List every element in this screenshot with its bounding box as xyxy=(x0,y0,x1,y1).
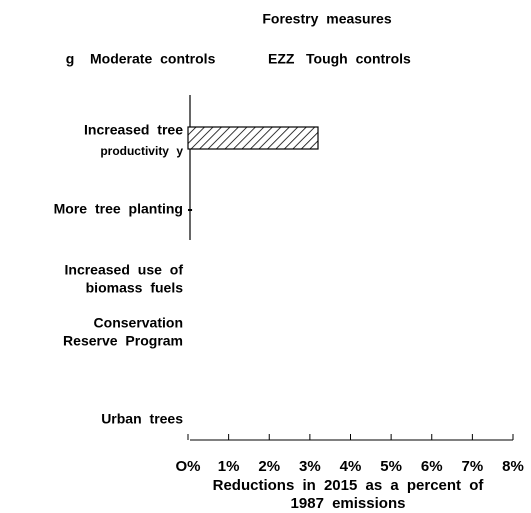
bar xyxy=(188,209,193,211)
x-axis-label: Reductions in 2015 as a percent of xyxy=(213,477,485,494)
category-label: Conservation xyxy=(94,315,183,331)
chart-title: Forestry measures xyxy=(262,11,392,27)
x-tick-label: 3% xyxy=(299,458,321,475)
x-tick-label: 2% xyxy=(258,458,280,475)
category-label: Urban trees xyxy=(101,411,183,427)
category-label: Increased tree xyxy=(84,122,183,138)
x-tick-label: 8% xyxy=(502,458,524,475)
category-label: More tree planting xyxy=(54,201,183,217)
legend-marker: EZZ xyxy=(268,51,295,67)
x-tick-label: 6% xyxy=(421,458,443,475)
x-tick-label: 7% xyxy=(462,458,484,475)
category-label: Increased use of xyxy=(65,262,184,278)
legend-label: Moderate controls xyxy=(90,51,216,67)
category-label: biomass fuels xyxy=(86,280,184,296)
legend-label: Tough controls xyxy=(306,51,411,67)
bar xyxy=(187,126,319,150)
category-label: productivity y xyxy=(100,144,183,158)
x-tick-label: 5% xyxy=(380,458,402,475)
x-tick-label: 4% xyxy=(340,458,362,475)
legend-marker: g xyxy=(66,51,75,67)
x-tick-label: O% xyxy=(175,458,200,475)
x-axis-label: 1987 emissions xyxy=(291,495,406,512)
x-tick-label: 1% xyxy=(218,458,240,475)
category-label: Reserve Program xyxy=(63,333,183,349)
